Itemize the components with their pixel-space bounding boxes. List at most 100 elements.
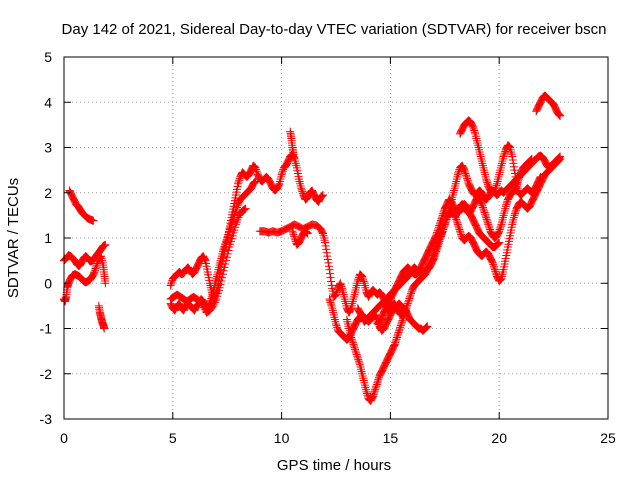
data-point <box>527 155 536 164</box>
data-point <box>475 145 484 154</box>
data-point <box>453 218 462 227</box>
data-point <box>352 348 361 357</box>
data-point <box>455 225 464 234</box>
data-point <box>339 290 348 299</box>
data-point <box>453 172 462 181</box>
data-point <box>223 234 232 242</box>
data-point <box>361 385 370 394</box>
data-point <box>221 239 230 248</box>
data-point <box>318 228 327 237</box>
data-point <box>462 172 471 181</box>
data-point <box>484 222 493 231</box>
data-point <box>393 331 402 340</box>
data-point <box>224 246 233 255</box>
data-point <box>479 166 488 175</box>
data-point <box>93 259 102 268</box>
data-point <box>348 299 357 308</box>
data-point <box>499 154 508 163</box>
data-point <box>322 245 331 254</box>
data-point <box>405 294 414 303</box>
data-point <box>359 376 368 385</box>
data-point <box>500 206 509 215</box>
data-point <box>328 306 337 315</box>
data-point <box>407 289 416 298</box>
data-point <box>498 157 507 166</box>
data-point <box>359 277 368 286</box>
data-point <box>513 178 522 187</box>
data-point <box>472 134 481 143</box>
data-point <box>318 191 327 200</box>
data-point <box>289 150 298 159</box>
data-point <box>350 343 359 352</box>
data-point <box>325 265 334 274</box>
data-point <box>494 172 503 181</box>
data-point <box>432 230 441 239</box>
data-point <box>232 205 241 214</box>
data-point <box>370 387 379 396</box>
data-point <box>325 295 334 304</box>
data-point <box>327 277 336 286</box>
data-point <box>298 187 307 196</box>
data-point <box>251 177 260 186</box>
data-point <box>92 262 101 271</box>
data-point <box>479 163 488 172</box>
data-point <box>554 110 563 119</box>
data-point <box>504 142 513 151</box>
data-point <box>219 245 228 254</box>
data-point <box>361 383 370 392</box>
data-point <box>437 214 446 223</box>
data-point <box>438 211 447 220</box>
data-point <box>250 178 259 187</box>
data-point <box>406 291 415 300</box>
data-point <box>509 159 518 168</box>
data-point <box>292 161 301 170</box>
data-point <box>347 335 356 344</box>
data-point <box>363 391 372 400</box>
data-point <box>457 230 466 239</box>
data-point <box>357 365 366 374</box>
data-point <box>404 296 413 305</box>
data-point <box>327 300 336 309</box>
y-tick-label: 4 <box>44 94 52 110</box>
data-point <box>456 228 465 237</box>
data-point <box>340 295 349 304</box>
data-point <box>228 218 237 227</box>
data-point <box>224 230 233 239</box>
data-point <box>353 279 362 288</box>
data-point <box>501 202 510 211</box>
data-point <box>428 254 437 263</box>
data-point <box>452 217 461 226</box>
data-point <box>555 155 564 164</box>
data-point <box>353 352 362 361</box>
data-point <box>460 166 469 175</box>
data-point <box>210 298 219 307</box>
data-point <box>358 372 367 381</box>
data-point <box>435 219 444 228</box>
data-point <box>432 231 441 240</box>
data-point <box>488 258 497 267</box>
y-tick-label: 3 <box>44 140 52 156</box>
data-point <box>363 389 372 398</box>
data-point <box>433 226 442 235</box>
x-tick-label: 15 <box>383 430 399 446</box>
data-point <box>220 263 229 272</box>
data-point <box>495 238 504 247</box>
data-point <box>401 306 410 315</box>
data-point <box>482 213 491 222</box>
data-points <box>60 91 565 405</box>
data-point <box>493 177 502 186</box>
grid-lines <box>64 57 608 419</box>
data-point <box>353 276 362 285</box>
data-point <box>277 170 286 179</box>
data-point <box>360 279 369 288</box>
data-point <box>450 184 459 193</box>
data-point <box>452 177 461 186</box>
data-point <box>333 323 342 332</box>
data-point <box>480 208 489 217</box>
data-point <box>398 316 407 325</box>
data-point <box>355 359 364 368</box>
data-point <box>454 222 463 231</box>
data-point <box>508 155 517 164</box>
data-point <box>536 174 544 183</box>
data-point <box>355 360 364 369</box>
